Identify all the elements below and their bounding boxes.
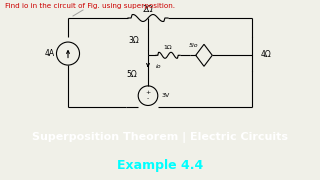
Text: 4Ω: 4Ω	[260, 50, 271, 59]
Text: 2Ω: 2Ω	[143, 6, 153, 15]
Text: 3V: 3V	[162, 93, 170, 98]
Text: 5Ω: 5Ω	[127, 70, 137, 79]
Text: 1Ω: 1Ω	[164, 45, 172, 50]
Text: Example 4.4: Example 4.4	[117, 159, 203, 172]
Text: io: io	[156, 64, 162, 69]
Text: 5io: 5io	[189, 43, 199, 48]
Text: Superposition Theorem | Electric Circuits: Superposition Theorem | Electric Circuit…	[32, 132, 288, 143]
Text: Find io in the circuit of Fig. using superposition.: Find io in the circuit of Fig. using sup…	[5, 3, 175, 9]
Text: 3Ω: 3Ω	[129, 36, 140, 45]
Text: -: -	[147, 97, 149, 102]
Text: +: +	[145, 90, 151, 95]
Text: 4A: 4A	[45, 49, 55, 58]
